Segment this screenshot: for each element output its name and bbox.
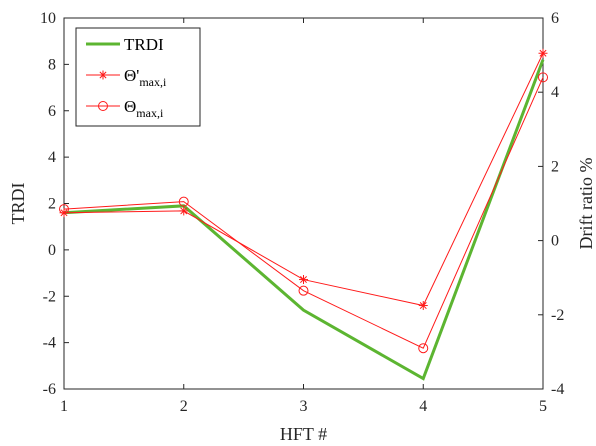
star-marker-d2 [60, 209, 68, 217]
y-left-tick-label: 0 [48, 242, 56, 259]
series-line [63, 59, 545, 381]
legend-circle-marker [98, 101, 108, 111]
star-marker-d2 [180, 207, 188, 215]
x-axis-title: HFT # [280, 424, 327, 444]
circle-marker [298, 285, 309, 296]
series-line [63, 77, 544, 349]
y-right-tick-label: -2 [551, 307, 564, 324]
y-right-tick-label: -4 [551, 381, 564, 398]
y-left-tick-label: -4 [43, 335, 56, 352]
legend-item: Θ'max,i [86, 66, 167, 89]
x-tick-label: 3 [300, 398, 308, 415]
series-0 [63, 59, 545, 381]
legend-label-main: TRDI [124, 35, 164, 54]
y-right-tick-label: 6 [551, 10, 559, 27]
legend-label: TRDI [124, 35, 164, 54]
series-2 [59, 72, 548, 354]
star-marker-d2 [539, 49, 547, 57]
star-marker-d2 [419, 302, 427, 310]
x-tick-label: 4 [419, 398, 427, 415]
star-marker-d2 [299, 276, 308, 284]
legend-label-subscript: max,i [136, 106, 164, 120]
legend-label-main: Θ [124, 97, 136, 116]
y-right-tick-label: 2 [551, 158, 559, 175]
series-layer [59, 48, 548, 381]
circle-marker [178, 196, 189, 207]
series-1 [59, 48, 548, 311]
y-left-tick-label: 6 [48, 103, 56, 120]
x-tick-label: 2 [180, 398, 188, 415]
legend-item: TRDI [86, 35, 164, 54]
y-left-axis-title: TRDI [8, 183, 28, 225]
legend-item: Θmax,i [86, 97, 164, 120]
y-left-tick-label: 8 [48, 56, 56, 73]
y-left-tick-label: 4 [48, 149, 56, 166]
y-right-tick-label: 0 [551, 233, 559, 250]
y-left-tick-label: 2 [48, 196, 56, 213]
x-tick-label: 1 [60, 398, 68, 415]
y-left-tick-label: 10 [40, 10, 56, 27]
star-marker-d2 [99, 71, 107, 79]
x-tick-label: 5 [539, 398, 547, 415]
legend-label-subscript: max,i [139, 75, 167, 89]
circle-marker [418, 343, 429, 354]
legend-label: Θmax,i [124, 97, 164, 120]
y-right-axis-title: Drift ratio % [576, 158, 596, 250]
axes: 1 2 3 4 5 -6 -4 -2 0 2 4 6 8 10 -4 -2 0 2 4 6 HFT # TRDI Drift… [8, 10, 596, 444]
legend-label: Θ'max,i [124, 66, 167, 89]
y-left-tick-label: -2 [43, 288, 56, 305]
legend-label-main: Θ' [124, 66, 139, 85]
y-right-tick-label: 4 [551, 84, 559, 101]
circle-marker [538, 72, 548, 83]
y-left-tick-label: -6 [43, 381, 56, 398]
